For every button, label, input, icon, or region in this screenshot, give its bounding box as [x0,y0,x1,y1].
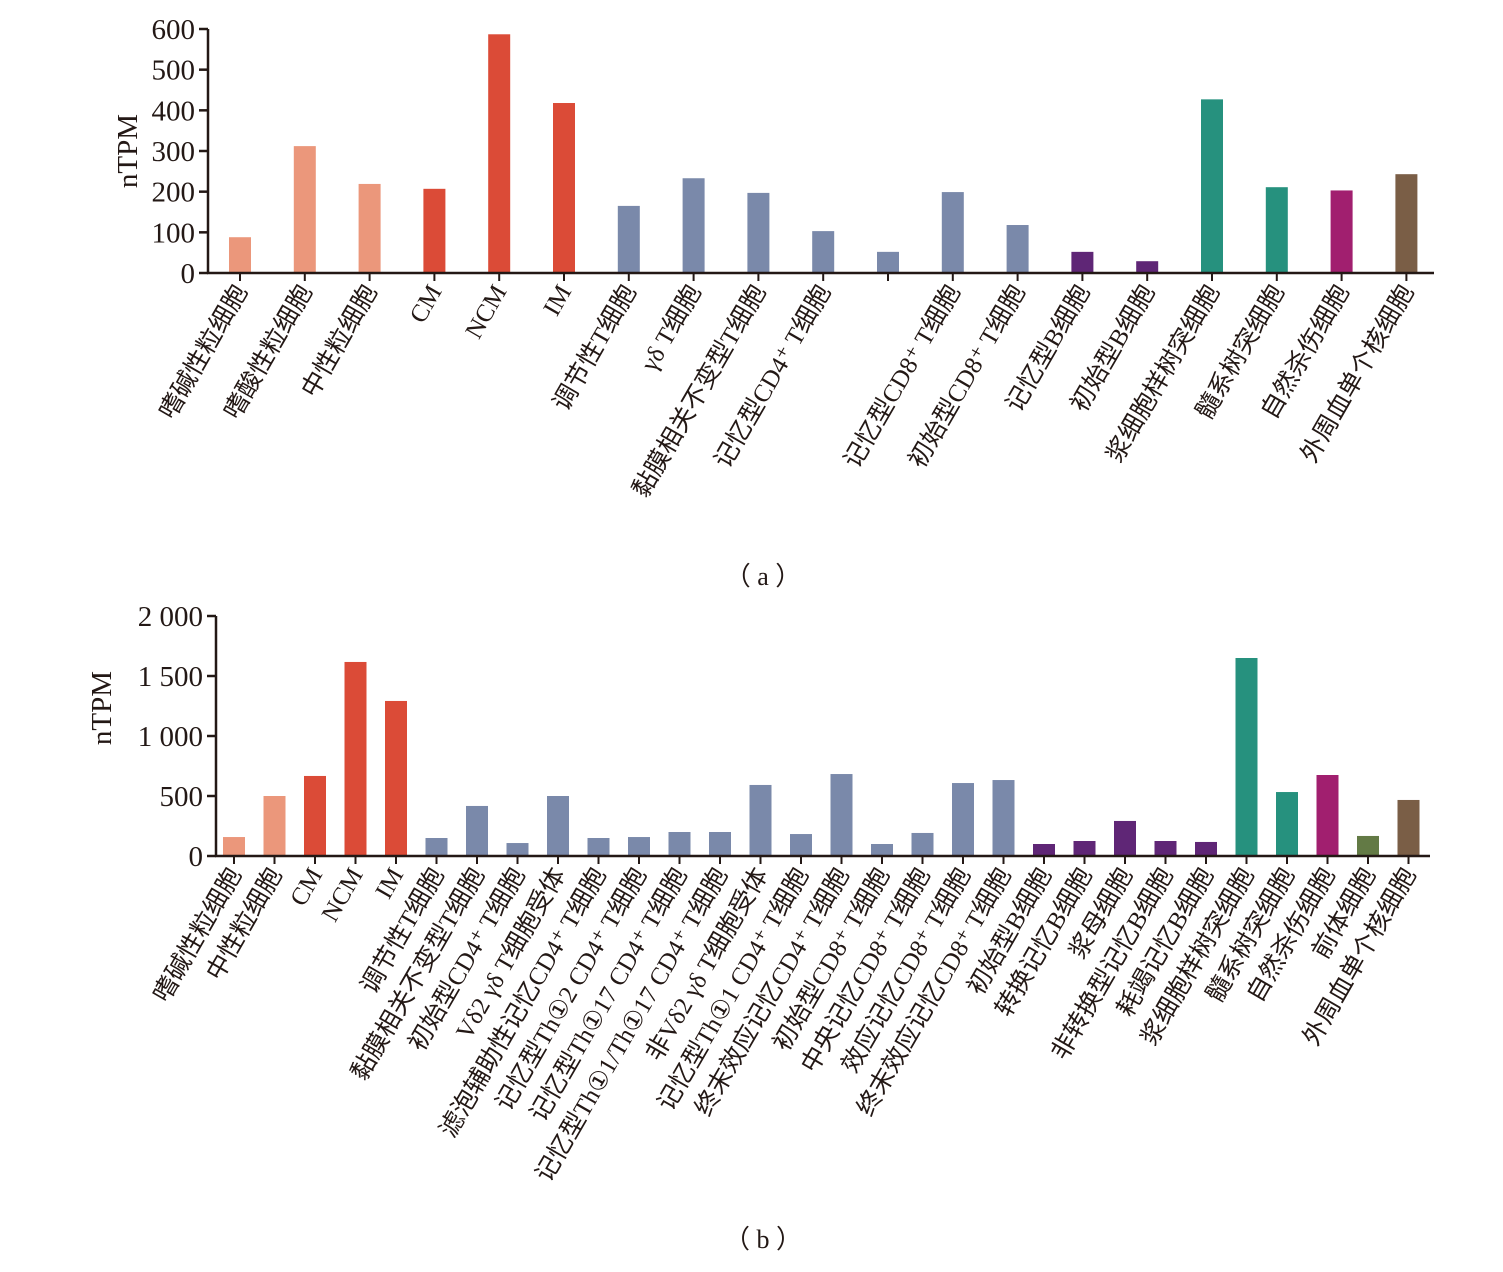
chart-b-bars [223,658,1420,856]
x-tick-label: 初始型CD8⁺ T细胞 [903,280,1030,473]
y-tick-label: 600 [152,14,196,46]
y-tick-label: 0 [189,841,204,873]
bar [1316,775,1339,856]
bar [790,834,812,856]
bar [1033,844,1055,856]
bar [1195,841,1217,856]
bar [1006,225,1029,273]
bar [423,188,446,273]
chart-b-caption: （ b ） [724,1225,802,1254]
bar [812,231,835,273]
bar [1357,835,1379,856]
bar [749,784,772,856]
y-tick-label: 500 [152,55,196,87]
x-tick-label: CM [405,281,448,328]
x-tick-label: NCM [461,281,513,344]
bar [668,832,691,856]
bar [587,838,610,856]
x-tick-label: IM [371,864,410,904]
bar [1265,187,1288,273]
chart-a-y-axis: 0 100 200 300 400 500 600 [152,14,208,290]
bar [1395,174,1418,273]
y-tick-label: 300 [152,136,196,168]
bar [358,183,381,273]
bar [877,251,899,273]
y-tick-label: 200 [152,177,196,209]
chart-a-ylabel: nTPM [112,114,144,188]
bar [547,796,569,856]
x-tick-label: 记忆型CD4⁺ T细胞 [709,280,836,473]
bar [1154,841,1177,856]
bar [1330,190,1353,273]
chart-b: nTPM 0 500 1 000 1 500 2 000 嗜碱性粒细胞中性粒细胞CMNC… [86,601,1430,1254]
y-tick-label: 2 000 [138,601,203,633]
x-tick-label: 记忆型CD8⁺ T细胞 [838,280,965,473]
bar [617,205,640,273]
bar [1397,799,1420,856]
bar [425,838,448,856]
bar [385,700,407,856]
chart-a-caption: （ a ） [725,562,802,591]
bar [1073,841,1096,856]
bar [1235,658,1258,856]
y-tick-label: 100 [152,217,196,249]
bar [488,34,511,273]
bar [830,774,853,856]
bar [506,843,529,856]
x-tick-label: γδ T细胞 [635,280,707,377]
x-tick-label: NCM [317,864,369,927]
y-tick-label: 400 [152,95,196,127]
bar [1114,820,1136,856]
bar [1201,99,1223,273]
bar [941,192,964,273]
chart-b-ylabel: nTPM [86,671,118,745]
y-tick-label: 0 [181,258,196,290]
x-tick-label: 外周血单个核细胞 [1295,280,1419,467]
bar [952,783,974,856]
bar [1136,261,1159,273]
bar [628,837,650,856]
bar [229,237,251,273]
bar [709,832,731,856]
bar [344,661,367,856]
bar [871,844,893,856]
bar [553,103,575,273]
bar [304,775,326,856]
x-tick-label: 浆细胞样树突细胞 [1101,280,1225,467]
x-tick-label: IM [539,281,578,321]
bar [1071,251,1094,273]
bar [992,780,1015,856]
bar [466,805,488,856]
bar [682,178,705,273]
y-tick-label: 500 [160,781,204,813]
y-tick-label: 1 000 [138,721,203,753]
chart-a-bars [229,34,1418,273]
bar [293,146,316,273]
bar [911,832,934,856]
bar [223,837,245,856]
y-tick-label: 1 500 [138,661,203,693]
chart-b-y-axis: 0 500 1 000 1 500 2 000 [138,601,216,873]
bar [747,192,770,273]
bar [263,796,286,856]
bar [1276,792,1298,856]
